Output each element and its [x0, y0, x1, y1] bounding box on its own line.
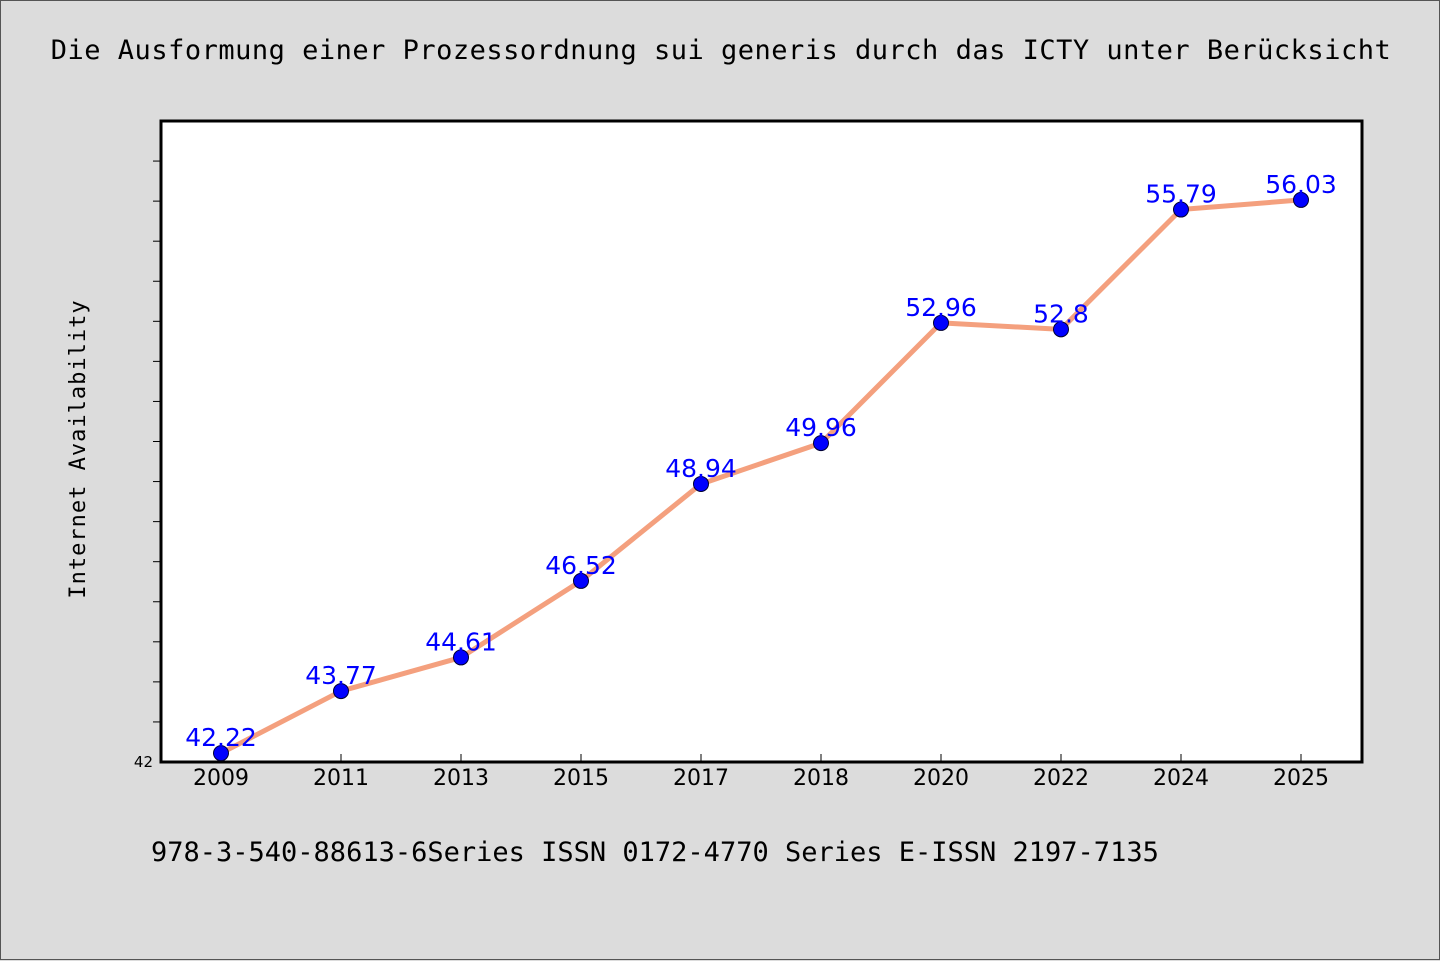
- data-label: 52.96: [905, 293, 977, 322]
- x-tick-label: 2024: [1153, 766, 1209, 791]
- data-point: [933, 314, 949, 331]
- series-line: [218, 197, 1304, 756]
- chart-title: Die Ausformung einer Prozessordnung sui …: [50, 35, 1392, 66]
- x-tick-label: 2015: [553, 766, 609, 791]
- data-label: 49.96: [785, 413, 857, 442]
- x-tick-label: 2011: [313, 766, 369, 791]
- data-label: 43.77: [305, 661, 377, 690]
- y-axis-label: Internet Availability: [66, 299, 91, 598]
- x-tick-label: 2009: [193, 766, 249, 791]
- x-tick-label: 2018: [793, 766, 849, 791]
- x-tick-label: 2025: [1273, 766, 1329, 791]
- data-point: [1173, 201, 1189, 218]
- x-tick-label: 2017: [673, 766, 729, 791]
- data-point: [1053, 321, 1069, 338]
- data-point: [213, 745, 229, 762]
- data-label: 56.03: [1265, 170, 1337, 199]
- x-tick-label: 2020: [913, 766, 969, 791]
- footer-text: 978-3-540-88613-6Series ISSN 0172-4770 S…: [151, 837, 1159, 868]
- x-tick-label: 2013: [433, 766, 489, 791]
- data-label: 44.61: [425, 627, 497, 656]
- data-point: [333, 683, 349, 700]
- y-axis-ticks: 42: [134, 160, 161, 771]
- data-labels: 42.22 43.77 44.61 46.52 48.94 49.96 52.96 52.8 5…: [185, 170, 1337, 752]
- y-tick-label: 42: [134, 753, 153, 771]
- data-points: [213, 191, 1309, 762]
- data-label: 42.22: [185, 723, 257, 752]
- data-point: [1293, 191, 1309, 208]
- data-label: 52.8: [1033, 299, 1089, 328]
- data-label: 46.52: [545, 551, 617, 580]
- data-label: 55.79: [1145, 180, 1217, 209]
- data-point: [813, 435, 829, 452]
- data-point: [693, 475, 709, 492]
- x-tick-label: 2022: [1033, 766, 1089, 791]
- data-point: [573, 572, 589, 589]
- data-label: 48.94: [665, 454, 737, 483]
- data-point: [453, 649, 469, 666]
